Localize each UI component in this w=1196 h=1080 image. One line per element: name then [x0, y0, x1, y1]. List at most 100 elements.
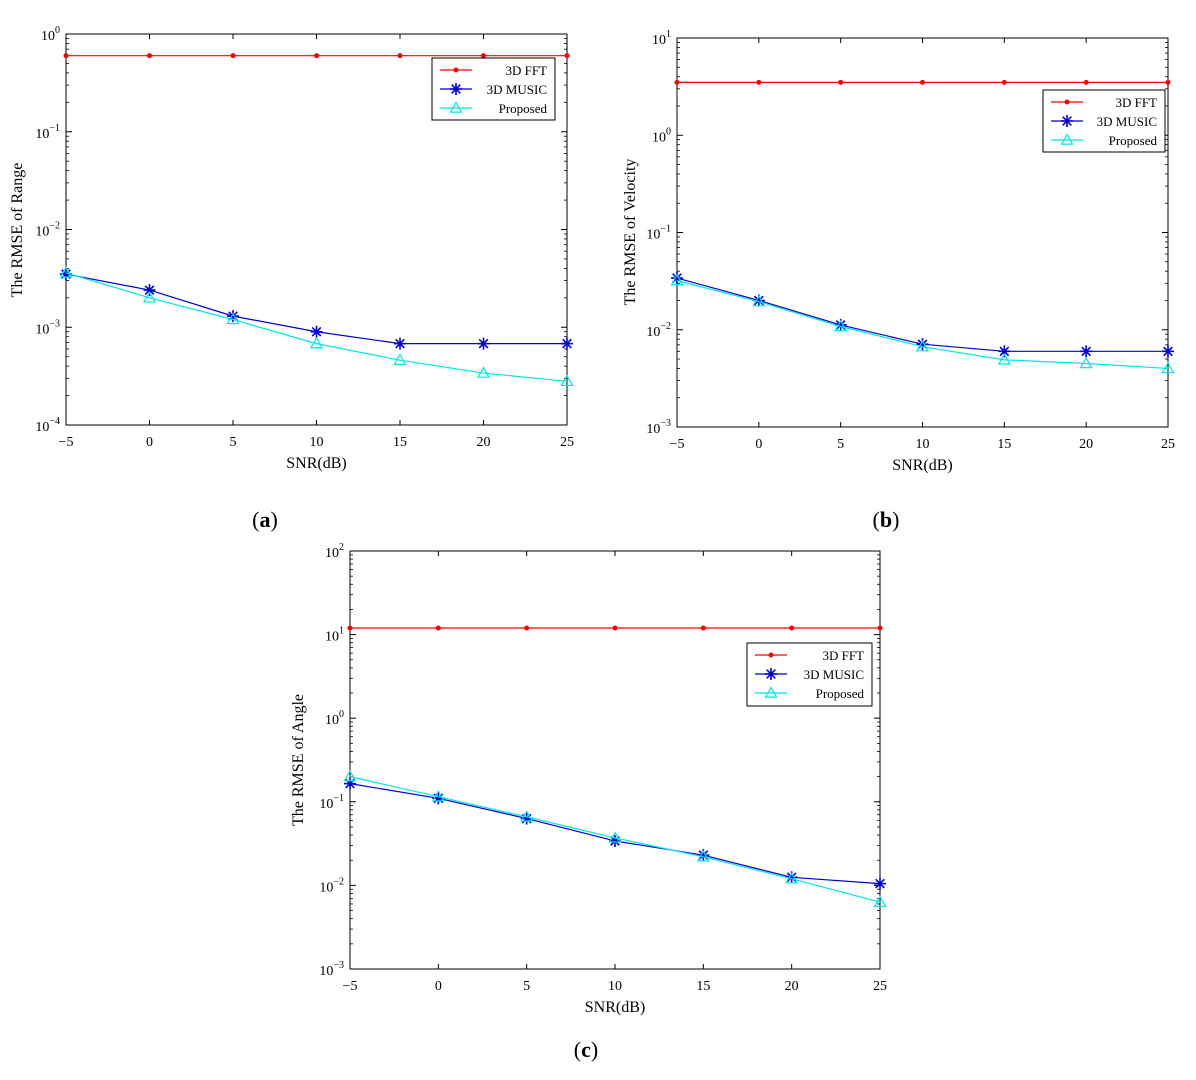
x-tick-label: 0 — [146, 435, 153, 450]
x-tick-label: 15 — [997, 437, 1011, 452]
legend-marker — [1060, 133, 1074, 145]
y-tick-label: 10−2 — [319, 876, 344, 895]
data-point — [608, 831, 622, 843]
legend-label: 3D FFT — [822, 648, 864, 663]
series-3d-fft — [674, 79, 1171, 85]
x-axis-label: SNR(dB) — [286, 455, 346, 472]
data-point — [435, 625, 441, 631]
data-point — [1161, 361, 1175, 374]
x-tick-label: 25 — [873, 979, 887, 994]
data-point — [1162, 345, 1174, 358]
data-point — [915, 339, 930, 352]
data-point — [1165, 79, 1171, 85]
series-3d-fft — [347, 625, 883, 631]
data-point — [873, 895, 887, 907]
y-tick-label: 101 — [652, 29, 671, 48]
x-tick-label: 5 — [523, 979, 530, 994]
x-axis-label: SNR(dB) — [892, 457, 952, 474]
data-point — [834, 319, 848, 332]
chart-panel-b: −5 0 5 10 15 20 25 10−3 10−2 10−1 100 101 SNR(dB) The… — [622, 29, 1175, 532]
series-line — [349, 776, 881, 903]
series-proposed — [670, 273, 1175, 374]
legend-label: Proposed — [499, 101, 548, 116]
x-tick-label: 25 — [560, 435, 574, 450]
panel-label: (c) — [574, 1037, 598, 1062]
data-point — [789, 625, 795, 631]
data-point — [397, 53, 403, 59]
data-point — [520, 810, 534, 822]
x-tick-label: 5 — [230, 435, 237, 450]
data-point — [347, 625, 353, 631]
x-tick-label: 15 — [696, 979, 710, 994]
legend: 3D FFT 3D MUSIC Proposed — [746, 642, 873, 707]
y-tick-label: 100 — [41, 25, 60, 44]
data-point — [314, 53, 319, 59]
legend-marker — [453, 67, 459, 73]
y-tick-label: 10−4 — [35, 416, 60, 435]
series-proposed — [59, 266, 574, 387]
panel-label: (a) — [252, 507, 278, 532]
data-point — [877, 625, 883, 631]
chart-panel-c: −5 0 5 10 15 20 25 10−3 10−2 10−1 100 101 102 SNR(dB)… — [290, 542, 887, 1062]
y-tick-label: 10−3 — [319, 960, 344, 979]
x-tick-label: 20 — [785, 979, 799, 994]
data-point — [431, 790, 445, 802]
plot-frame — [349, 550, 881, 970]
data-point — [756, 79, 762, 85]
legend-label: 3D MUSIC — [804, 667, 864, 682]
legend-label: 3D FFT — [1115, 95, 1157, 110]
data-point — [674, 79, 680, 85]
data-point — [874, 877, 886, 890]
x-tick-label: 10 — [608, 979, 622, 994]
data-point — [310, 325, 323, 338]
legend-label: Proposed — [816, 686, 865, 701]
data-point — [1079, 356, 1093, 369]
data-point — [394, 337, 406, 350]
data-point — [143, 284, 156, 297]
data-point — [834, 318, 847, 331]
y-tick-label: 100 — [652, 126, 671, 145]
x-axis-label: SNR(dB) — [585, 999, 645, 1016]
series-proposed — [343, 769, 887, 907]
data-point — [147, 53, 152, 59]
series-line — [676, 280, 1169, 370]
legend: 3D FFT 3D MUSIC Proposed — [1042, 89, 1166, 153]
data-point — [670, 273, 684, 286]
legend-marker — [764, 686, 778, 698]
series-line — [65, 272, 568, 382]
legend-marker — [1064, 99, 1070, 105]
series-3d-music — [671, 272, 1174, 358]
data-point — [700, 625, 706, 631]
legend-label: 3D MUSIC — [1097, 114, 1157, 129]
data-point — [564, 53, 570, 59]
data-point — [1080, 345, 1093, 358]
data-point — [226, 312, 240, 325]
x-tick-label: 15 — [393, 435, 407, 450]
data-point — [785, 872, 799, 884]
data-point — [612, 625, 618, 631]
legend-marker — [768, 652, 774, 658]
data-point — [1083, 79, 1089, 85]
x-tick-label: 20 — [477, 435, 491, 450]
x-tick-label: −5 — [59, 435, 74, 450]
legend-label: 3D FFT — [505, 63, 547, 78]
x-tick-label: −5 — [343, 979, 358, 994]
data-point — [481, 53, 486, 59]
legend-marker — [765, 668, 777, 680]
x-tick-label: 10 — [310, 435, 324, 450]
legend-marker — [450, 83, 462, 95]
y-axis-label: The RMSE of Velocity — [622, 159, 639, 306]
data-point — [1001, 79, 1007, 85]
data-point — [920, 79, 925, 85]
y-tick-label: 10−1 — [319, 793, 344, 812]
x-tick-label: 5 — [837, 437, 844, 452]
data-point — [997, 353, 1011, 365]
y-tick-label: 10−3 — [35, 318, 60, 337]
y-axis-label: The RMSE of Angle — [290, 694, 307, 826]
x-tick-label: 0 — [755, 437, 762, 452]
x-tick-label: 25 — [1161, 437, 1175, 452]
data-point — [838, 79, 844, 85]
data-point — [59, 266, 73, 278]
x-tick-label: 10 — [916, 437, 930, 452]
y-tick-label: 10−1 — [35, 123, 60, 142]
